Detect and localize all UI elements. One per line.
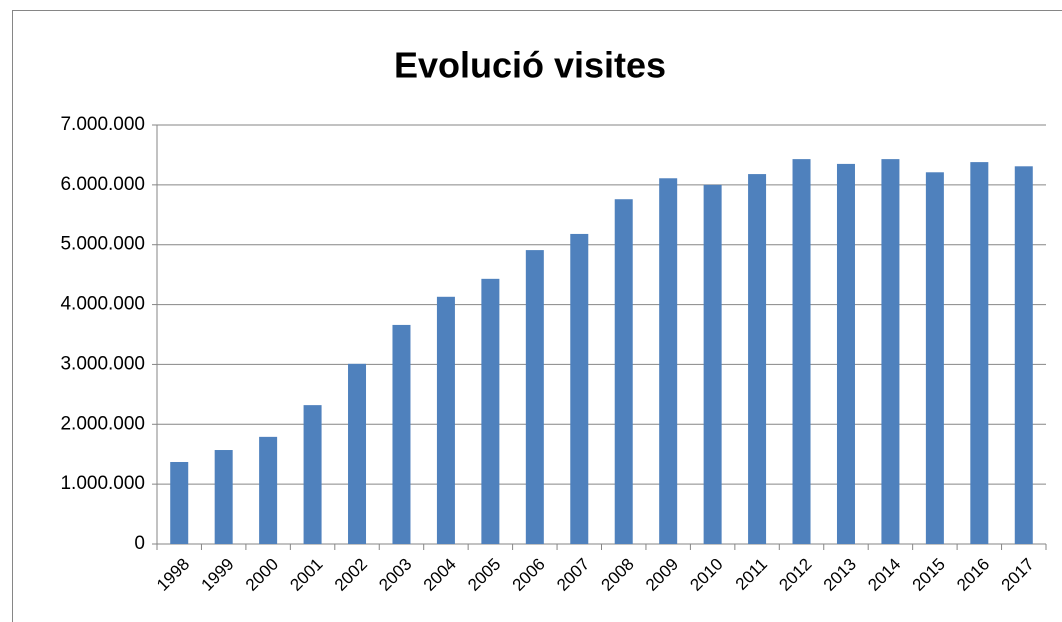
y-tick-label: 5.000.000: [60, 234, 145, 255]
bar: [392, 324, 411, 544]
bar: [570, 233, 589, 544]
bar: [881, 159, 900, 544]
y-tick-label: 1.000.000: [60, 473, 145, 494]
bar: [925, 172, 944, 544]
bar: [748, 174, 767, 544]
y-tick-label: 4.000.000: [60, 294, 145, 315]
bar: [214, 450, 233, 544]
bar: [836, 163, 855, 544]
bar: [659, 178, 678, 544]
bar: [259, 436, 278, 544]
y-tick-label: 2.000.000: [60, 413, 145, 434]
bar: [1014, 166, 1033, 544]
bar: [525, 250, 544, 544]
y-tick-label: 3.000.000: [60, 353, 145, 374]
bar: [970, 162, 989, 544]
bar: [614, 199, 633, 545]
bar: [436, 296, 455, 544]
bar: [792, 159, 811, 544]
bar: [481, 278, 500, 544]
bar: [303, 405, 322, 544]
y-tick-label: 6.000.000: [60, 174, 145, 195]
y-tick-label: 7.000.000: [60, 114, 145, 135]
y-tick-label: 0: [134, 533, 145, 554]
bar: [170, 461, 189, 544]
bar: [348, 363, 367, 544]
chart-title: Evolució visites: [394, 45, 666, 86]
bar: [703, 184, 722, 544]
